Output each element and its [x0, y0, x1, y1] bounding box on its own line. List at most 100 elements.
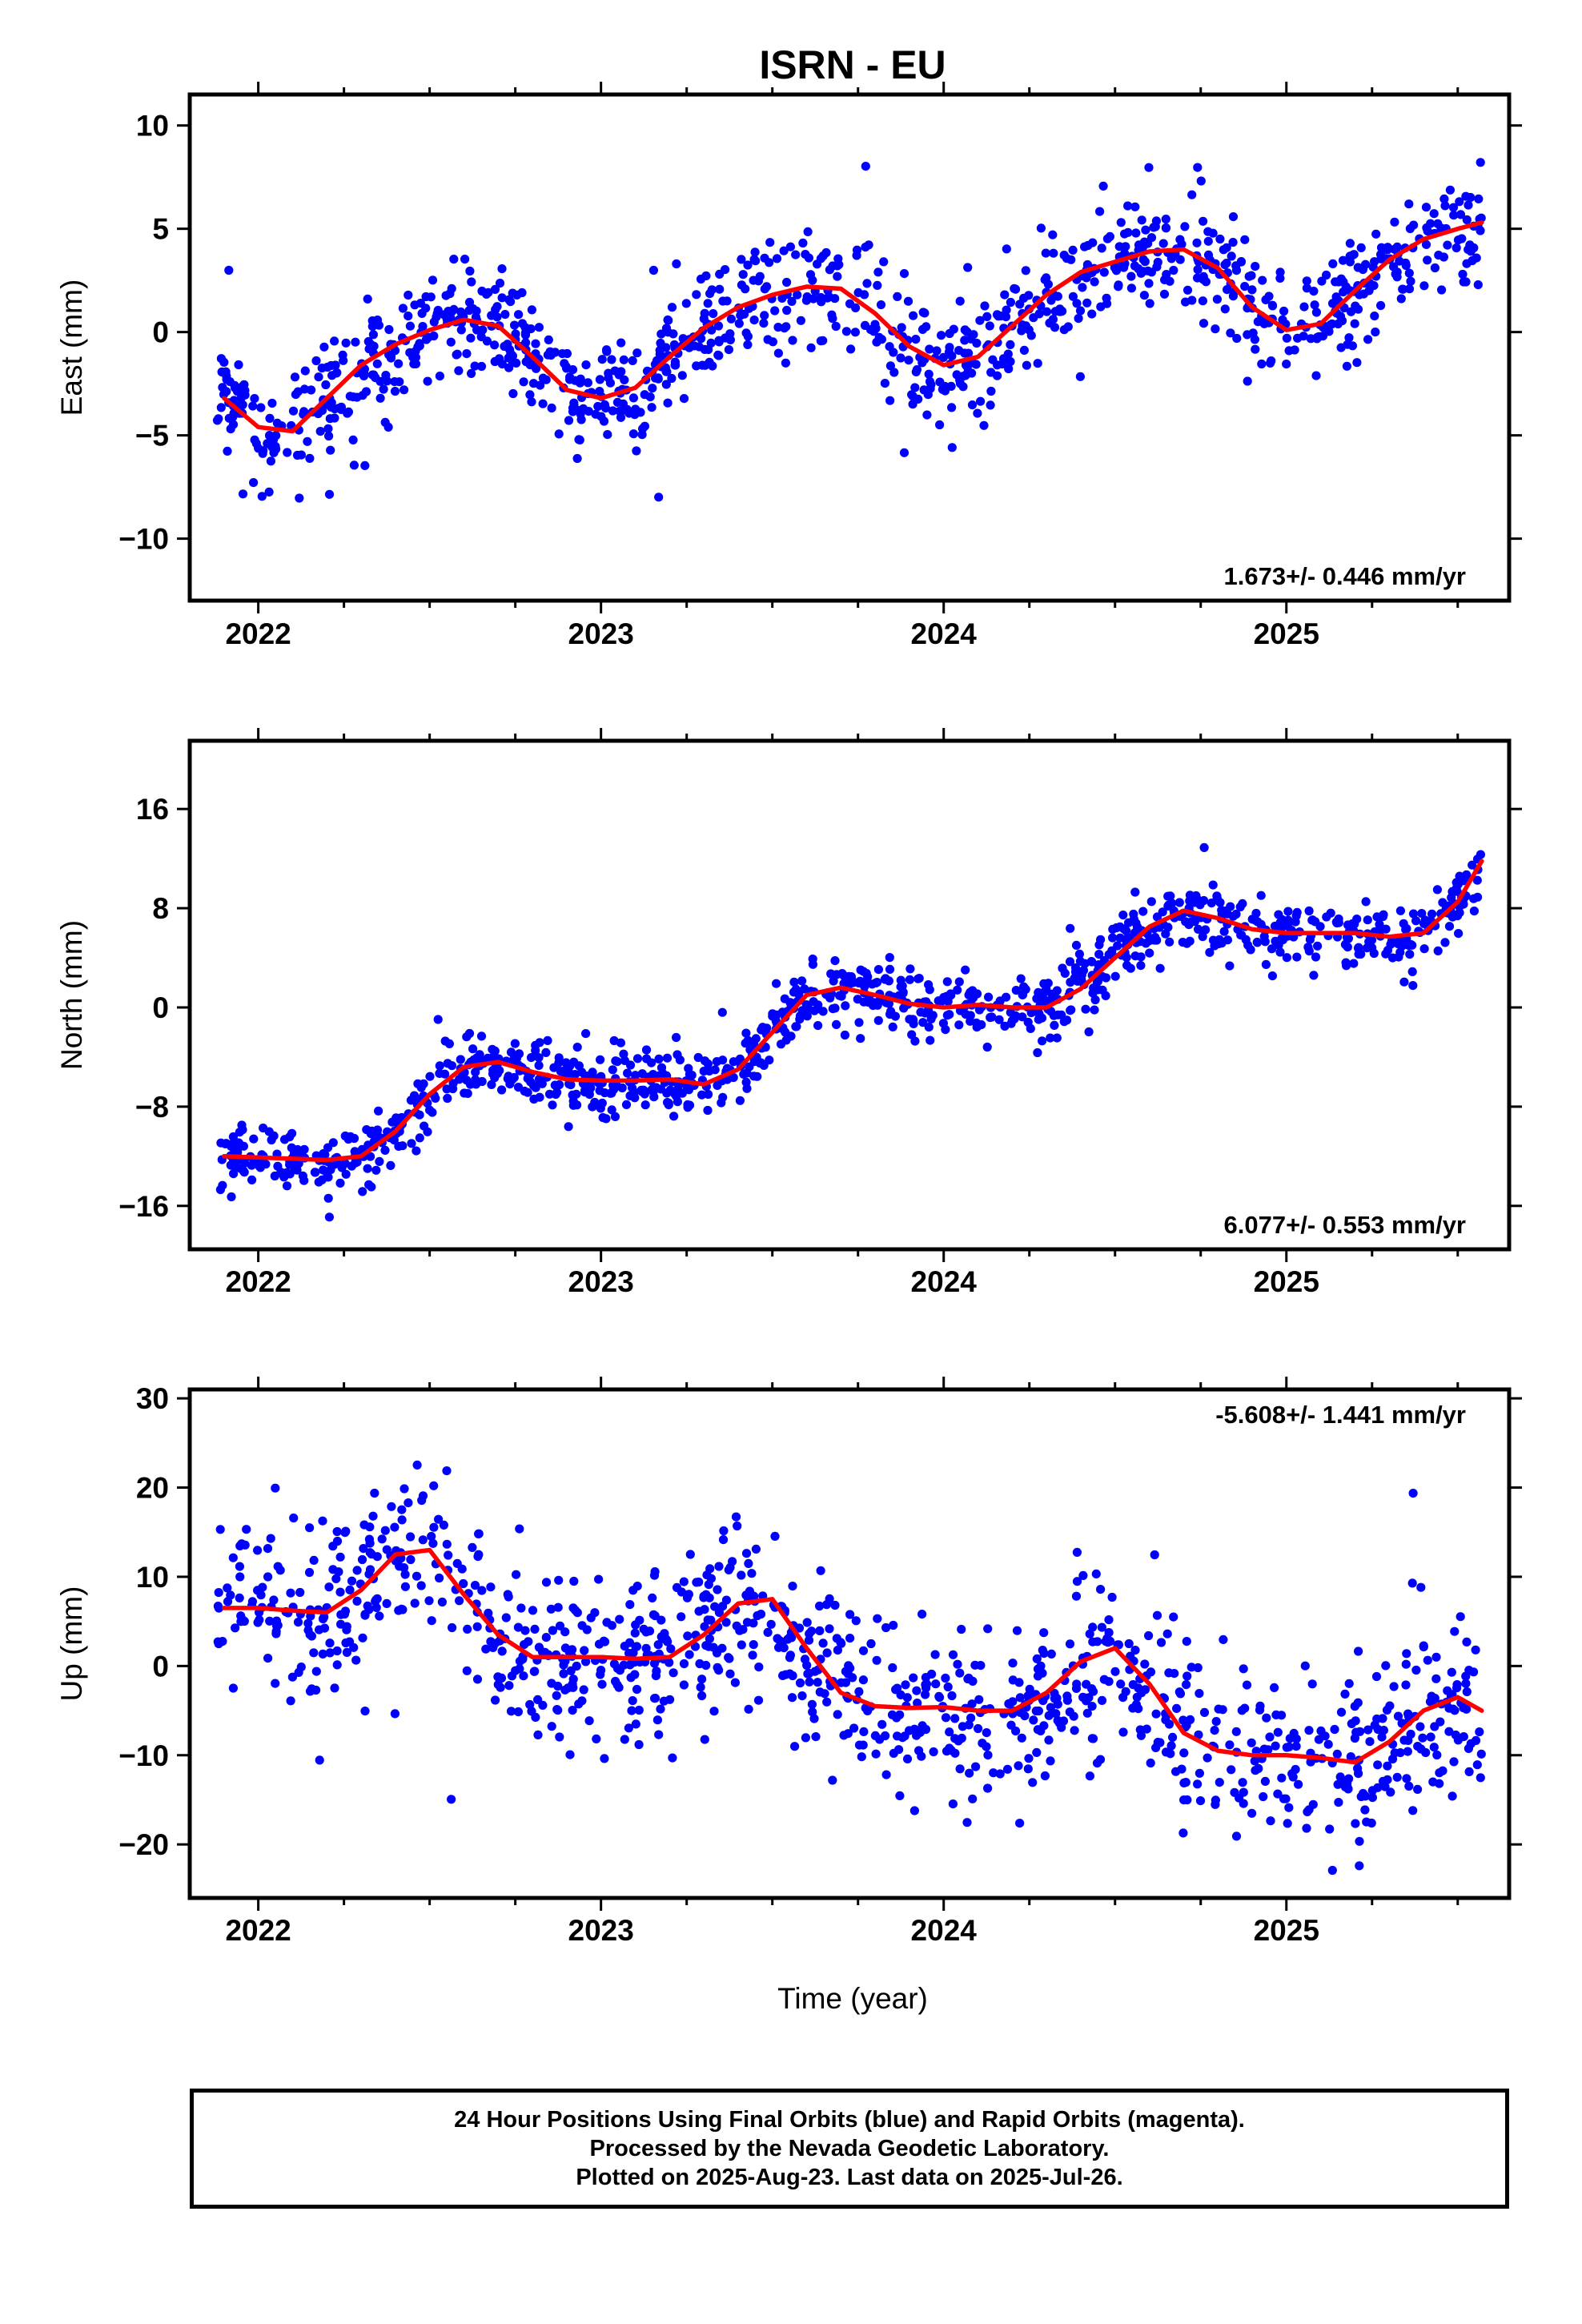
- data-point: [1165, 937, 1174, 947]
- data-point: [1302, 283, 1311, 293]
- data-point: [876, 300, 886, 310]
- data-point: [859, 1727, 869, 1736]
- data-point: [239, 1615, 248, 1625]
- data-point: [588, 1102, 597, 1112]
- data-point: [653, 1640, 663, 1650]
- data-point: [983, 1624, 993, 1634]
- data-point: [634, 1705, 644, 1715]
- data-point: [1208, 880, 1218, 890]
- data-point: [421, 292, 431, 302]
- y-tick-label: 16: [136, 793, 169, 826]
- data-point: [607, 355, 616, 364]
- data-point: [1141, 225, 1150, 235]
- data-point: [628, 1648, 638, 1658]
- data-point: [1418, 1733, 1427, 1743]
- data-point: [834, 259, 844, 269]
- data-point: [1138, 267, 1148, 276]
- data-point: [324, 1582, 334, 1592]
- data-point: [1096, 1585, 1106, 1594]
- data-point: [927, 1669, 937, 1679]
- data-point: [1140, 1659, 1150, 1669]
- data-point: [1155, 963, 1165, 973]
- data-point: [627, 1706, 636, 1715]
- data-point: [694, 1577, 704, 1587]
- data-point: [851, 1616, 861, 1626]
- data-point: [544, 335, 553, 344]
- data-point: [404, 1498, 413, 1508]
- data-point: [699, 314, 709, 324]
- data-point: [371, 373, 380, 383]
- data-point: [1097, 1695, 1107, 1705]
- data-point: [390, 377, 400, 387]
- data-point: [372, 359, 382, 368]
- data-point: [620, 1735, 629, 1744]
- data-point: [820, 1689, 829, 1699]
- data-point: [394, 1606, 404, 1615]
- data-point: [1163, 900, 1174, 910]
- data-point: [846, 344, 856, 354]
- data-point: [1201, 277, 1211, 287]
- data-point: [1364, 937, 1374, 947]
- data-point: [1451, 1730, 1460, 1740]
- data-point: [1024, 291, 1034, 300]
- data-point: [1472, 875, 1482, 885]
- data-point: [1349, 959, 1359, 968]
- data-point: [901, 1680, 910, 1690]
- data-point: [332, 1646, 342, 1656]
- data-point: [1299, 332, 1308, 341]
- data-point: [1435, 1717, 1445, 1727]
- data-point: [1015, 300, 1025, 309]
- data-point: [741, 284, 750, 294]
- data-point: [971, 360, 981, 369]
- data-point: [470, 361, 480, 371]
- data-point: [1476, 226, 1485, 235]
- data-point: [697, 1090, 707, 1100]
- data-point: [1251, 344, 1260, 354]
- data-point: [541, 1633, 551, 1642]
- data-point: [963, 1674, 973, 1684]
- data-point: [1449, 1757, 1459, 1767]
- data-point: [1471, 1735, 1481, 1745]
- data-point: [762, 282, 772, 292]
- data-point: [1038, 1036, 1047, 1046]
- data-point: [813, 1021, 823, 1031]
- data-point: [428, 1538, 438, 1548]
- data-point: [661, 1633, 670, 1642]
- data-point: [713, 321, 724, 331]
- data-point: [839, 1731, 849, 1740]
- data-point: [441, 291, 451, 300]
- data-point: [726, 314, 737, 324]
- data-point: [1435, 1768, 1444, 1778]
- data-point: [412, 1571, 422, 1581]
- data-point: [1138, 907, 1148, 916]
- data-point: [787, 296, 797, 306]
- data-point: [1074, 314, 1083, 324]
- data-point: [651, 373, 661, 383]
- data-point: [1273, 1789, 1283, 1799]
- data-point: [1464, 1767, 1474, 1776]
- data-point: [1116, 218, 1126, 227]
- data-point: [871, 1749, 881, 1759]
- data-point: [1093, 985, 1102, 995]
- data-point: [1404, 199, 1414, 209]
- data-point: [1042, 307, 1052, 316]
- data-point: [1222, 243, 1231, 252]
- data-point: [1408, 1489, 1418, 1498]
- data-point: [947, 352, 957, 361]
- data-point: [962, 1818, 972, 1827]
- data-point: [649, 1570, 660, 1580]
- data-point: [412, 1460, 422, 1470]
- data-point: [1310, 300, 1319, 310]
- data-point: [1439, 194, 1449, 203]
- data-point: [1353, 1698, 1363, 1707]
- data-point: [435, 1068, 444, 1078]
- data-point: [822, 1697, 832, 1707]
- footer-line-orbits: 24 Hour Positions Using Final Orbits (bl…: [454, 2107, 1245, 2133]
- data-point: [770, 1531, 780, 1541]
- data-point: [431, 1093, 440, 1103]
- data-point: [630, 1670, 640, 1679]
- data-point: [668, 1753, 677, 1763]
- data-point: [925, 985, 934, 995]
- data-point: [435, 1573, 444, 1583]
